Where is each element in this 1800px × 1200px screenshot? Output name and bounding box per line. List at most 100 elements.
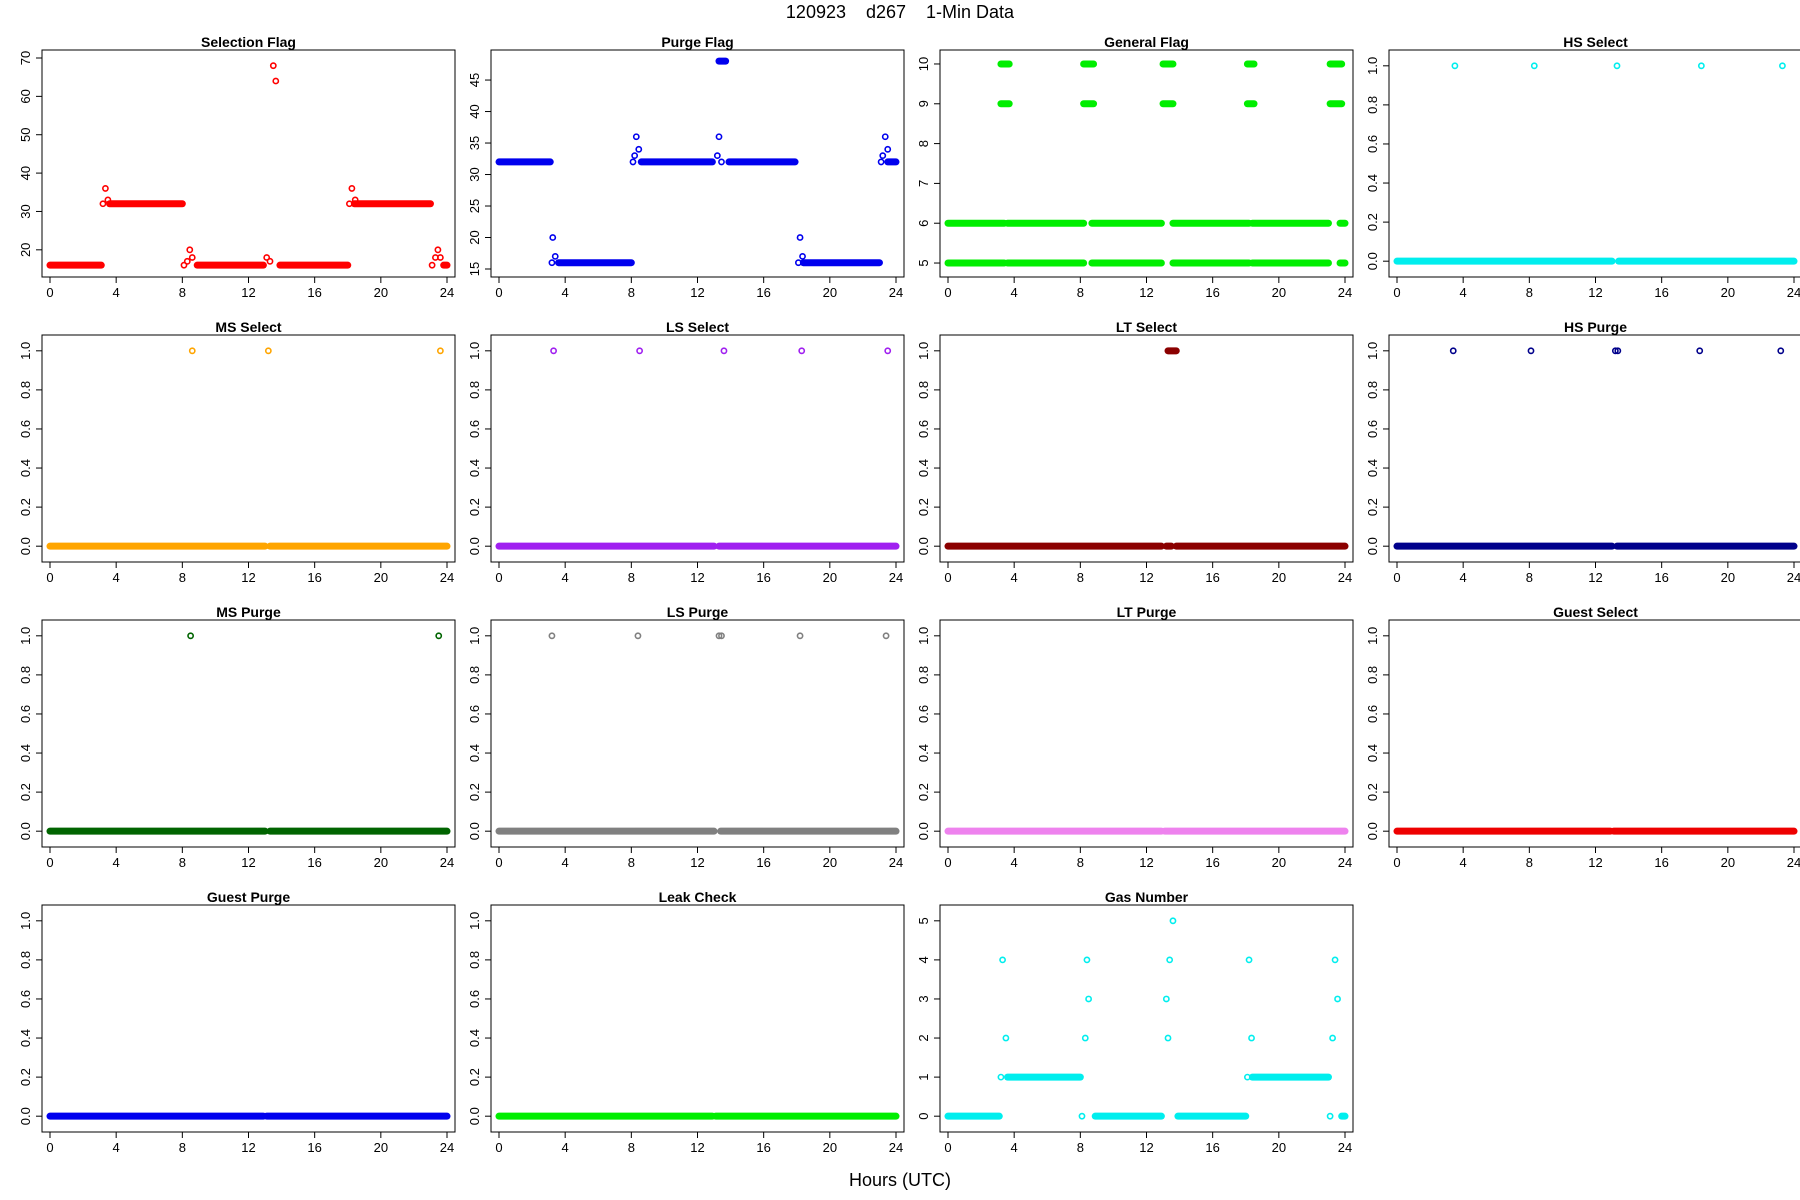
y-tick-label: 0.6 — [916, 420, 931, 438]
x-tick-label: 20 — [823, 855, 837, 870]
y-tick-label: 0.8 — [467, 381, 482, 399]
y-tick-label: 0.8 — [1365, 666, 1380, 684]
y-tick-label: 1.0 — [467, 342, 482, 360]
panel-title: LT Purge — [1117, 604, 1177, 620]
y-tick-label: 0.0 — [18, 537, 33, 555]
data-point — [351, 196, 359, 204]
y-tick-label: 25 — [467, 199, 482, 213]
data-point — [180, 261, 188, 269]
x-tick-label: 8 — [179, 285, 186, 300]
x-tick-label: 12 — [1139, 1140, 1153, 1155]
y-tick-label: 0.0 — [916, 537, 931, 555]
y-tick-label: 0.6 — [18, 990, 33, 1008]
x-tick-label: 8 — [1526, 570, 1533, 585]
y-tick-label: 0.8 — [18, 951, 33, 969]
panel-title: General Flag — [1104, 34, 1189, 50]
y-tick-label: 0.4 — [18, 744, 33, 762]
y-tick-label: 0.2 — [467, 783, 482, 801]
y-tick-label: 0 — [916, 1113, 931, 1120]
x-tick-label: 0 — [1393, 285, 1400, 300]
y-tick-label: 0.4 — [467, 1029, 482, 1047]
x-tick-label: 12 — [690, 855, 704, 870]
data-point — [436, 347, 444, 355]
y-tick-label: 0.8 — [1365, 96, 1380, 114]
x-tick-label: 16 — [1205, 1140, 1219, 1155]
plot-frame — [1388, 49, 1800, 278]
data-point — [1614, 347, 1622, 355]
x-tick-label: 12 — [241, 285, 255, 300]
y-tick-label: 0.4 — [1365, 174, 1380, 192]
x-tick-label: 4 — [562, 285, 569, 300]
y-tick-label: 0.0 — [1365, 537, 1380, 555]
panel-hs-purge: HS Purge 0 4 8 12 16 20 24 0.0 0.2 0.4 0.6 0.8 1.0 — [1365, 319, 1800, 585]
x-tick-label: 16 — [307, 285, 321, 300]
y-tick-label: 20 — [18, 243, 33, 257]
x-tick-label: 24 — [1787, 285, 1800, 300]
panel-title: MS Purge — [216, 604, 281, 620]
panel-ms-purge: MS Purge 0 4 8 12 16 20 24 0.0 0.2 0.4 0.6 0.8 1.0 — [18, 604, 456, 870]
y-tick-label: 0.4 — [467, 744, 482, 762]
y-tick-label: 0.4 — [916, 459, 931, 477]
x-tick-label: 16 — [1205, 570, 1219, 585]
y-tick-label: 0.6 — [1365, 135, 1380, 153]
data-point — [720, 347, 728, 355]
x-axis-label: Hours (UTC) — [849, 1170, 951, 1190]
y-tick-label: 1.0 — [18, 627, 33, 645]
x-tick-label: 8 — [628, 570, 635, 585]
x-tick-label: 12 — [1588, 855, 1602, 870]
panel-title: Purge Flag — [661, 34, 733, 50]
x-tick-label: 12 — [1139, 570, 1153, 585]
data-point — [882, 632, 890, 640]
data-point — [629, 158, 637, 166]
panel-title: Guest Select — [1553, 604, 1638, 620]
y-tick-label: 0.0 — [467, 1107, 482, 1125]
x-tick-label: 4 — [113, 855, 120, 870]
x-tick-label: 12 — [690, 570, 704, 585]
plot-frame — [490, 334, 905, 563]
y-tick-label: 0.2 — [18, 498, 33, 516]
panel-leak-check: Leak Check 0 4 8 12 16 20 24 0.0 0.2 0.4 0.6 0.8 1.0 — [467, 889, 905, 1155]
x-tick-label: 16 — [1205, 285, 1219, 300]
y-tick-label: 0.2 — [916, 783, 931, 801]
data-point — [884, 347, 892, 355]
x-tick-label: 20 — [823, 570, 837, 585]
data-point — [104, 196, 112, 204]
y-tick-label: 0.2 — [1365, 783, 1380, 801]
plot-frame — [939, 619, 1354, 848]
x-tick-label: 4 — [113, 570, 120, 585]
data-point — [1613, 62, 1621, 70]
x-tick-label: 24 — [1338, 855, 1352, 870]
data-point — [999, 956, 1006, 964]
figure-title: 120923 d267 1-Min Data — [785, 2, 1015, 22]
x-tick-label: 8 — [1077, 1140, 1084, 1155]
y-tick-label: 0.6 — [1365, 420, 1380, 438]
y-tick-label: 20 — [467, 230, 482, 244]
panel-title: MS Select — [215, 319, 281, 335]
plot-frame — [1388, 334, 1800, 563]
panel-ms-select: MS Select 0 4 8 12 16 20 24 0.0 0.2 0.4 0.6 0.8 1.0 — [18, 319, 456, 585]
data-point — [718, 632, 725, 640]
x-tick-label: 24 — [889, 855, 903, 870]
data-point — [1611, 347, 1619, 355]
x-tick-label: 20 — [374, 1140, 388, 1155]
x-tick-label: 16 — [307, 855, 321, 870]
x-tick-label: 4 — [562, 855, 569, 870]
panel-ls-select: LS Select 0 4 8 12 16 20 24 0.0 0.2 0.4 0.6 0.8 1.0 — [467, 319, 905, 585]
x-tick-label: 16 — [307, 570, 321, 585]
data-point — [1166, 956, 1174, 964]
data-point — [272, 77, 280, 85]
x-tick-label: 12 — [690, 285, 704, 300]
x-tick-label: 4 — [1011, 855, 1018, 870]
data-point — [631, 152, 639, 160]
x-tick-label: 0 — [46, 570, 53, 585]
panel-title: Gas Number — [1105, 889, 1189, 905]
x-tick-label: 20 — [1272, 285, 1286, 300]
y-tick-label: 1 — [916, 1073, 931, 1080]
y-tick-label: 0.8 — [467, 951, 482, 969]
x-tick-label: 4 — [562, 1140, 569, 1155]
x-tick-label: 16 — [1654, 285, 1668, 300]
y-tick-label: 0.0 — [467, 822, 482, 840]
data-point — [436, 254, 444, 261]
